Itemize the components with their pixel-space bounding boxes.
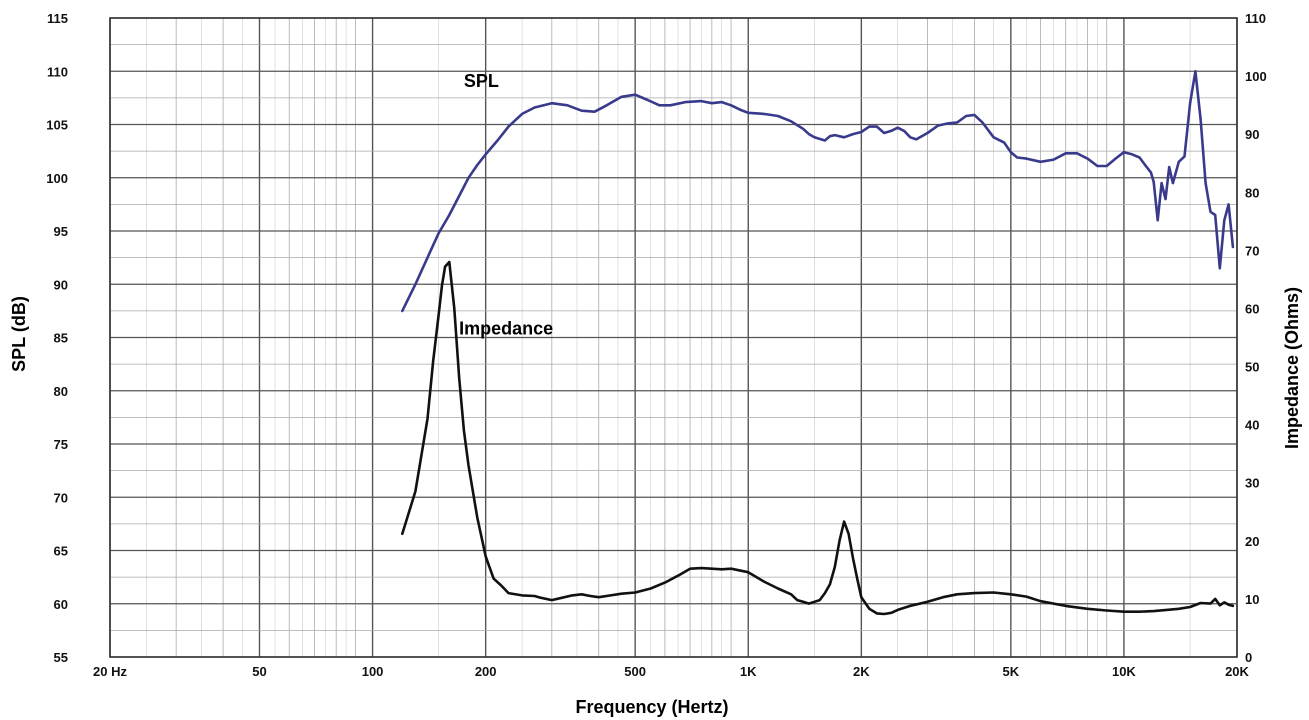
annotation-impedance: Impedance <box>459 319 553 339</box>
y2-tick-label: 100 <box>1245 69 1267 84</box>
x-axis-title: Frequency (Hertz) <box>575 697 728 717</box>
y2-tick-label: 90 <box>1245 127 1259 142</box>
y2-tick-label: 110 <box>1245 11 1266 26</box>
grid <box>109 17 1238 658</box>
y2-tick-label: 30 <box>1245 476 1259 491</box>
y2-tick-label: 0 <box>1245 650 1252 665</box>
x-tick-labels: 20 Hz 50 100 200 500 1K 2K 5K 10K 20K <box>93 664 1250 679</box>
y-tick-label: 85 <box>54 331 68 346</box>
x-tick-label: 20K <box>1225 664 1249 679</box>
x-tick-label: 10K <box>1112 664 1136 679</box>
y2-tick-label: 50 <box>1245 360 1259 375</box>
plot-frame <box>109 17 1238 658</box>
y-tick-label: 70 <box>54 490 68 505</box>
y-tick-label: 55 <box>54 650 68 665</box>
y-tick-label: 80 <box>54 384 68 399</box>
x-tick-label: 100 <box>362 664 384 679</box>
y-tick-label: 95 <box>54 224 68 239</box>
series-layer <box>400 70 1235 616</box>
y2-tick-label: 20 <box>1245 534 1259 549</box>
y2-tick-label: 70 <box>1245 243 1259 258</box>
y-tick-label: 105 <box>46 118 68 133</box>
series-line-spl <box>400 70 1235 313</box>
y2-tick-label: 60 <box>1245 301 1259 316</box>
y2-axis-title: Impedance (Ohms) <box>1282 287 1302 449</box>
y-tick-labels: 55 60 65 70 75 80 85 90 95 100 105 110 115 <box>46 11 68 665</box>
y2-tick-label: 40 <box>1245 418 1259 433</box>
y-tick-label: 75 <box>54 437 68 452</box>
y2-tick-label: 80 <box>1245 185 1259 200</box>
series-line-impedance <box>400 260 1235 616</box>
x-tick-label: 500 <box>624 664 646 679</box>
y-tick-label: 110 <box>47 64 68 79</box>
y2-tick-labels: 0 10 20 30 40 50 60 70 80 90 100 110 <box>1245 11 1267 665</box>
y-tick-label: 65 <box>54 544 68 559</box>
x-tick-label: 20 Hz <box>93 664 127 679</box>
annotations: SPL Impedance <box>459 71 553 338</box>
y2-tick-label: 10 <box>1245 592 1259 607</box>
x-tick-label: 2K <box>853 664 870 679</box>
annotation-spl: SPL <box>464 71 499 91</box>
x-tick-label: 200 <box>475 664 497 679</box>
y-axis-title: SPL (dB) <box>9 296 29 372</box>
x-tick-label: 50 <box>252 664 266 679</box>
y-tick-label: 115 <box>47 11 68 26</box>
y-tick-label: 90 <box>54 277 68 292</box>
x-tick-label: 5K <box>1003 664 1020 679</box>
y-tick-label: 100 <box>46 171 68 186</box>
x-tick-label: 1K <box>740 664 757 679</box>
y-tick-label: 60 <box>54 597 68 612</box>
